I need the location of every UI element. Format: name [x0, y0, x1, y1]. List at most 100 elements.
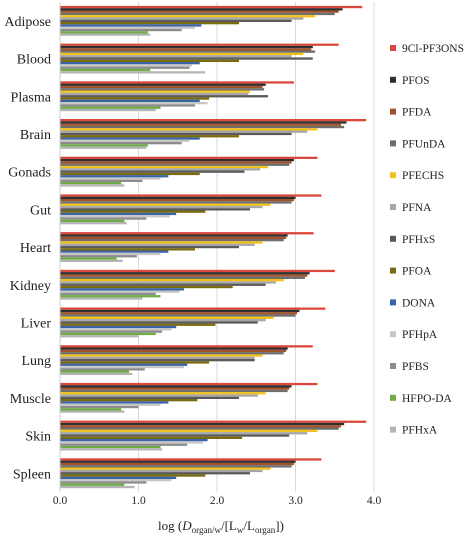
bar	[60, 352, 284, 355]
bar	[60, 170, 245, 173]
bar	[60, 467, 271, 470]
bar	[60, 472, 250, 475]
bar	[60, 349, 287, 353]
bar	[60, 347, 288, 350]
bar	[60, 392, 266, 395]
bar	[60, 132, 292, 136]
bar	[60, 12, 335, 16]
bar	[60, 439, 208, 442]
bar	[60, 99, 200, 102]
bar	[60, 241, 263, 244]
bar	[60, 175, 169, 178]
bar	[60, 177, 161, 180]
bar	[60, 135, 239, 138]
bar	[60, 281, 276, 284]
bar	[60, 425, 342, 428]
bar	[60, 243, 255, 246]
bar	[60, 182, 122, 185]
category-label: Heart	[20, 241, 51, 256]
legend-entry: PFHxS	[402, 234, 435, 246]
legend-swatch	[390, 45, 396, 51]
bar	[60, 328, 172, 331]
category-labels: Adipose Blood Plasma Brain Gonads Gut Heart Kid…	[4, 15, 51, 482]
bar	[60, 389, 288, 393]
bar	[60, 19, 292, 22]
bar	[60, 159, 294, 162]
bar	[60, 458, 322, 461]
bar	[60, 465, 292, 468]
bar	[60, 144, 148, 147]
bar	[60, 163, 290, 166]
bar	[60, 255, 137, 258]
bar	[60, 363, 188, 366]
bar	[60, 252, 161, 256]
bar	[60, 210, 206, 213]
bar	[60, 405, 139, 409]
category-label: Muscle	[10, 392, 51, 407]
bar	[60, 432, 308, 435]
bar	[60, 119, 367, 122]
bar	[60, 215, 170, 218]
bar	[60, 165, 269, 169]
bar	[60, 410, 125, 413]
legend: 9Cl-PF3ONS PFOS PFDA PFUnDA PFECHS PFNA PFHxS P…	[390, 43, 464, 437]
bar	[60, 55, 292, 58]
x-tick-label: 1.0	[131, 495, 146, 507]
bar	[60, 445, 161, 449]
bar	[60, 297, 143, 300]
legend-swatch	[390, 426, 396, 433]
bar	[60, 97, 210, 100]
bar	[60, 234, 288, 237]
bar	[60, 279, 284, 282]
bar	[60, 92, 249, 96]
bar	[60, 208, 250, 211]
legend-swatch	[390, 140, 396, 147]
bar	[60, 90, 250, 93]
category-label: Plasma	[11, 90, 52, 105]
bar	[60, 372, 133, 376]
bar	[60, 312, 298, 315]
legend-swatch	[390, 267, 396, 274]
bar	[60, 370, 130, 373]
bar	[60, 469, 263, 473]
bar	[60, 217, 147, 220]
bar	[60, 481, 147, 484]
bar	[60, 219, 125, 222]
bar-marks	[60, 5, 367, 489]
bar	[60, 64, 192, 67]
bar	[60, 24, 202, 27]
bar	[60, 332, 156, 336]
category-label: Brain	[20, 128, 51, 143]
category-label: Gut	[30, 203, 51, 218]
legend-entry: PFDA	[402, 107, 432, 119]
bar	[60, 85, 263, 89]
bar	[60, 125, 345, 129]
bar	[60, 15, 316, 18]
bar	[60, 212, 177, 216]
bar	[60, 403, 161, 406]
legend-swatch	[390, 235, 396, 242]
bar	[60, 203, 271, 206]
bar	[60, 485, 135, 489]
bar	[60, 52, 304, 56]
bar	[60, 50, 316, 53]
bar	[60, 232, 314, 235]
legend-swatch	[390, 108, 396, 115]
bar	[60, 276, 305, 279]
legend-entry: PFUnDA	[402, 138, 446, 150]
bar	[60, 205, 263, 209]
bar	[60, 368, 145, 371]
x-tick-label: 3.0	[288, 495, 303, 507]
bar	[60, 83, 266, 86]
x-tick-label: 0.0	[53, 495, 68, 507]
bar	[60, 194, 322, 197]
bar	[60, 356, 255, 359]
bar	[60, 335, 139, 338]
bar	[60, 283, 266, 286]
bar	[60, 479, 172, 482]
bar	[60, 121, 347, 124]
bar	[60, 385, 292, 388]
bar	[60, 128, 318, 131]
bar	[60, 427, 339, 430]
bar	[60, 269, 335, 273]
